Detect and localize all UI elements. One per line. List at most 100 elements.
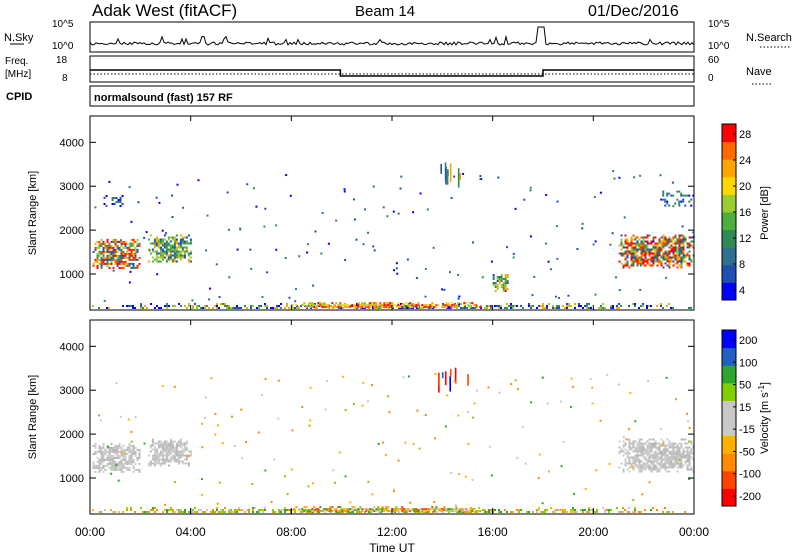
echo-cell — [688, 242, 691, 245]
echo-cell — [411, 508, 414, 511]
echo-cell — [187, 258, 190, 261]
echo-cell — [337, 306, 340, 309]
echo-cell — [148, 249, 151, 252]
echo-cell — [426, 208, 429, 211]
velocity-colorbar-swatch — [722, 382, 736, 401]
echo-cell — [533, 275, 536, 278]
echo-cell — [478, 506, 480, 509]
echo-cell — [626, 454, 629, 457]
echo-cell — [668, 446, 671, 449]
echo-cell — [367, 231, 370, 234]
echo-cell — [557, 296, 560, 299]
echo-cell — [385, 506, 388, 509]
echo-cell — [506, 306, 508, 309]
echo-cell — [682, 454, 685, 457]
echo-cell — [180, 508, 182, 511]
echo-cell — [524, 462, 527, 465]
echo-cell — [640, 258, 643, 261]
echo-cell — [665, 276, 668, 279]
echo-cell — [134, 248, 137, 251]
echo-cell — [650, 252, 653, 255]
echo-cell — [347, 306, 350, 309]
echo-cell — [480, 304, 482, 307]
echo-cell — [536, 510, 538, 513]
echo-cell — [682, 252, 685, 255]
echo-cell — [299, 508, 302, 511]
echo-cell — [349, 508, 352, 511]
echo-cell — [634, 252, 637, 255]
echo-cell — [650, 260, 653, 263]
echo-cell — [500, 304, 502, 307]
echo-cell — [660, 260, 663, 263]
echo-cell — [118, 444, 121, 447]
echo-cell — [104, 246, 107, 249]
echo-cell — [654, 454, 657, 457]
echo-cell — [668, 192, 671, 195]
echo-cell — [136, 244, 139, 247]
echo-cell — [686, 458, 689, 461]
echo-cell — [142, 306, 144, 309]
echo-cell — [656, 250, 659, 253]
echo-cell — [652, 444, 655, 447]
echo-cell — [624, 234, 627, 237]
echo-cell — [108, 454, 111, 457]
echo-cell — [648, 264, 651, 267]
echo-cell — [179, 238, 182, 241]
echo-cell — [177, 450, 180, 453]
echo-cell — [463, 304, 466, 307]
echo-cell — [449, 306, 452, 309]
echo-cell — [165, 248, 168, 251]
echo-cell — [175, 448, 178, 451]
echo-cell — [678, 442, 681, 445]
echo-cell — [636, 454, 639, 457]
echo-cell — [291, 429, 294, 432]
echo-cell — [626, 450, 629, 453]
echo-cell — [92, 464, 95, 467]
echo-cell — [447, 508, 450, 511]
echo-cell — [644, 452, 647, 455]
echo-cell — [680, 444, 683, 447]
echo-cell — [662, 306, 664, 309]
echo-cell — [438, 374, 440, 386]
echo-cell — [686, 460, 689, 463]
echo-cell — [462, 306, 464, 309]
echo-cell — [682, 194, 685, 197]
echo-cell — [305, 306, 308, 309]
echo-cell — [628, 252, 631, 255]
echo-cell — [132, 458, 135, 461]
echo-cell — [138, 242, 141, 245]
echo-cell — [118, 256, 121, 259]
echo-cell — [118, 258, 121, 261]
echo-cell — [664, 458, 667, 461]
echo-cell — [642, 264, 645, 267]
echo-cell — [387, 302, 390, 305]
echo-cell — [640, 466, 643, 469]
echo-cell — [132, 258, 135, 261]
echo-cell — [670, 260, 673, 263]
echo-cell — [179, 254, 182, 257]
echo-cell — [631, 263, 634, 266]
echo-cell — [502, 282, 505, 285]
echo-cell — [153, 456, 156, 459]
echo-cell — [183, 458, 186, 461]
echo-cell — [185, 248, 188, 251]
echo-cell — [638, 242, 641, 245]
echo-cell — [668, 250, 671, 253]
echo-cell — [399, 508, 402, 511]
echo-cell — [173, 440, 176, 443]
echo-cell — [680, 446, 683, 449]
echo-cell — [664, 454, 667, 457]
echo-cell — [674, 442, 677, 445]
echo-cell — [102, 456, 105, 459]
echo-cell — [490, 508, 492, 511]
echo-cell — [323, 306, 326, 309]
echo-cell — [652, 458, 655, 461]
echo-cell — [570, 377, 573, 380]
echo-cell — [240, 306, 242, 309]
echo-cell — [224, 506, 226, 509]
echo-cell — [674, 446, 677, 449]
echo-cell — [252, 506, 254, 509]
echo-cell — [650, 442, 653, 445]
echo-cell — [163, 440, 166, 443]
echo-cell — [672, 464, 675, 467]
